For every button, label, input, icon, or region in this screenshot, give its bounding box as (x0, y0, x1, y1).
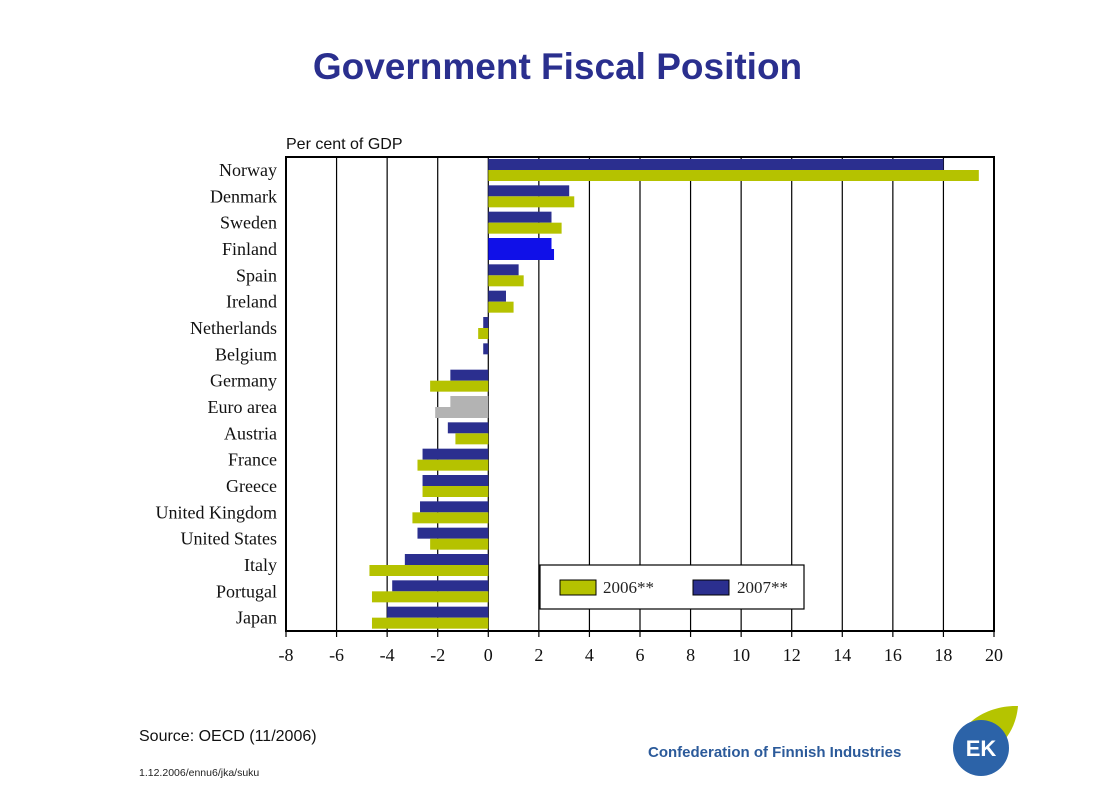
ek-logo: EK (953, 705, 1018, 776)
bar-2007 (417, 527, 489, 539)
category-label: Belgium (215, 344, 277, 364)
bar-2006 (478, 328, 489, 339)
bar-2007 (488, 264, 519, 276)
x-tick-label: 4 (585, 645, 594, 665)
x-tick-label: 2 (534, 645, 543, 665)
legend-label-2006: 2006** (603, 578, 654, 597)
source-note: Source: OECD (11/2006) (139, 728, 317, 745)
x-tick-label: 10 (732, 645, 750, 665)
bar-2007 (488, 185, 570, 197)
bar-2006 (371, 591, 489, 603)
category-label: Portugal (216, 581, 277, 601)
plot-frame (285, 156, 995, 632)
category-label: Greece (226, 476, 277, 496)
per-cent-of-gdp-label: Per cent of GDP (286, 136, 403, 153)
svg-text:EK: EK (966, 736, 997, 761)
bar-2006 (488, 275, 524, 287)
bar-2007 (392, 580, 489, 592)
x-tick-label: -8 (279, 645, 294, 665)
x-tick-label: 20 (985, 645, 1003, 665)
legend-label-2007: 2007** (737, 578, 788, 597)
bar-2006 (412, 512, 489, 524)
x-tick-label: 6 (636, 645, 645, 665)
legend-swatch-2007 (692, 579, 730, 596)
bar-2006 (430, 538, 489, 550)
category-label: Finland (222, 239, 277, 259)
organization-name: Confederation of Finnish Industries (648, 744, 902, 761)
bar-2007 (450, 396, 489, 407)
bar-2007 (422, 475, 489, 486)
bar-2006 (488, 222, 562, 234)
x-tick-label: 0 (484, 645, 493, 665)
bar-2006 (488, 249, 555, 260)
bar-2007 (488, 159, 944, 170)
x-tick-label: 18 (934, 645, 952, 665)
bar-2006 (455, 433, 489, 445)
bar-2007 (488, 211, 552, 223)
category-label: Ireland (226, 292, 277, 312)
bar-2006 (488, 170, 979, 181)
gridlines (335, 157, 945, 631)
category-label: Denmark (210, 186, 277, 206)
bar-2007 (404, 554, 489, 565)
bar-2007 (450, 369, 489, 381)
bar-2006 (422, 486, 489, 497)
x-tick-label: -6 (329, 645, 344, 665)
category-label: Euro area (208, 397, 277, 417)
bar-2006 (488, 196, 575, 208)
bar-2006 (371, 617, 489, 629)
bar-2007 (422, 448, 489, 460)
document-id: 1.12.2006/ennu6/jka/suku (139, 767, 260, 779)
legend-swatch-2006 (559, 579, 597, 596)
category-label: Japan (236, 608, 277, 628)
x-tick-labels: -8 -6 -4 -2 0 2 4 6 8 10 12 14 16 18 20 (279, 631, 1003, 665)
bar-2007 (488, 290, 506, 302)
bar-2007 (387, 606, 489, 618)
category-label: Germany (210, 371, 277, 391)
category-label: United States (181, 529, 278, 549)
bar-2007 (483, 317, 489, 328)
category-label: Netherlands (190, 318, 277, 338)
x-tick-label: -2 (430, 645, 445, 665)
category-label: Sweden (220, 213, 277, 233)
x-tick-label: 16 (884, 645, 902, 665)
bar-2006 (435, 407, 489, 418)
x-tick-label: -4 (380, 645, 395, 665)
page-title: Government Fiscal Position (312, 46, 803, 87)
bar-2007 (488, 238, 552, 249)
x-tick-label: 8 (686, 645, 695, 665)
legend: 2006** 2007** (539, 564, 805, 610)
bar-2007 (447, 422, 489, 434)
bar-2007 (483, 343, 489, 355)
bar-2006 (488, 301, 514, 313)
bar-2007 (420, 501, 489, 513)
x-tick-label: 12 (783, 645, 801, 665)
fiscal-position-chart: Per cent of GDP Norway Denmark Sweden Finla… (156, 136, 1004, 665)
category-labels: Norway Denmark Sweden Finland Spain Ireland Ne… (156, 160, 278, 628)
category-label: Spain (236, 265, 277, 285)
category-label: Austria (224, 423, 277, 443)
bars (369, 159, 979, 629)
bar-2006 (369, 565, 489, 576)
bar-2006 (430, 380, 489, 392)
bar-2006 (417, 459, 489, 471)
x-tick-label: 14 (833, 645, 851, 665)
category-label: Italy (244, 555, 277, 575)
category-label: Norway (219, 160, 277, 180)
category-label: France (228, 450, 277, 470)
category-label: United Kingdom (156, 502, 278, 522)
